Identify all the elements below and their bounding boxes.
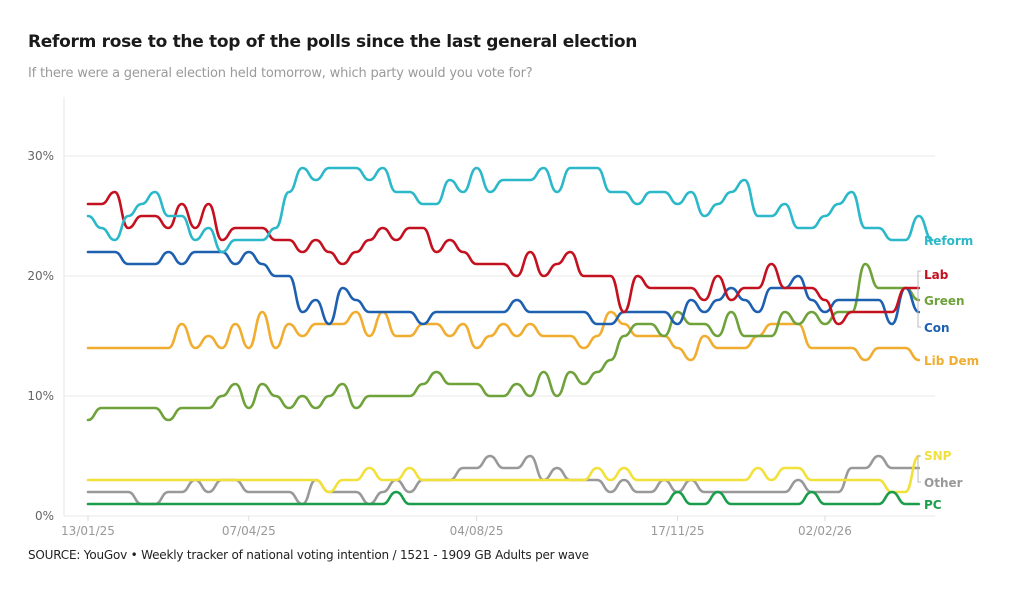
series-line-lib-dem: [86, 310, 921, 362]
end-label-green: Green: [924, 294, 965, 308]
series-line-pc: [86, 490, 921, 506]
end-label-lab: Lab: [924, 268, 949, 282]
series-line-snp: [86, 454, 921, 494]
x-tick-label: 07/04/25: [222, 524, 276, 538]
end-label-lib-dem: Lib Dem: [924, 354, 979, 368]
x-tick-label: 13/01/25: [61, 524, 115, 538]
end-label-other: Other: [924, 476, 963, 490]
series-lines: [86, 166, 934, 506]
label-bracket: [917, 270, 921, 328]
label-bracket: [917, 455, 921, 483]
y-tick-label: 0%: [35, 509, 54, 523]
chart-title: Reform rose to the top of the polls sinc…: [28, 32, 638, 52]
end-label-con: Con: [924, 321, 950, 335]
y-tick-label: 30%: [27, 149, 54, 163]
x-tick-label: 02/02/26: [798, 524, 852, 538]
grid-lines: [63, 97, 935, 517]
end-label-snp: SNP: [924, 449, 952, 463]
source-note: SOURCE: YouGov • Weekly tracker of natio…: [28, 548, 589, 562]
end-label-pc: PC: [924, 498, 942, 512]
series-line-reform: [86, 166, 934, 254]
x-tick-label: 04/08/25: [450, 524, 504, 538]
series-line-con: [86, 250, 921, 326]
series-end-labels: Reform Lab Green Con Lib Dem SNP Other PC: [917, 234, 979, 512]
end-label-reform: Reform: [924, 234, 973, 248]
y-tick-label: 20%: [27, 269, 54, 283]
x-axis-ticks: 13/01/25 07/04/25 04/08/25 17/11/25 02/02/26: [61, 516, 852, 538]
y-tick-label: 10%: [27, 389, 54, 403]
chart-subtitle: If there were a general election held to…: [28, 66, 533, 81]
series-line-green: [86, 262, 921, 422]
y-axis-ticks: 0% 10% 20% 30%: [27, 149, 54, 523]
series-line-lab: [86, 190, 921, 326]
x-tick-label: 17/11/25: [651, 524, 705, 538]
